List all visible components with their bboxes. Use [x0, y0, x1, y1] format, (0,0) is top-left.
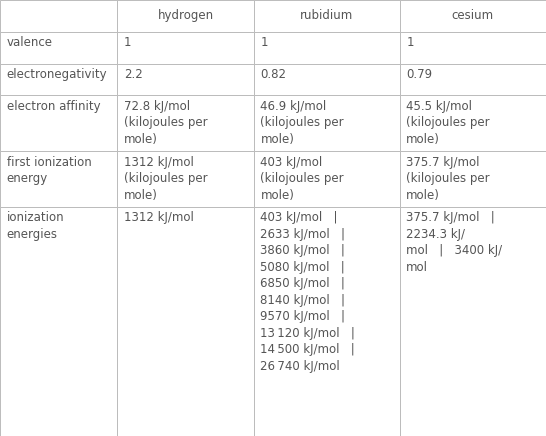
Bar	[0, 32, 117, 64]
Bar	[400, 95, 546, 151]
Text: 1: 1	[406, 36, 414, 49]
Bar	[254, 151, 400, 207]
Text: 2.2: 2.2	[124, 68, 143, 81]
Bar	[400, 207, 546, 436]
Text: 1312 kJ/mol: 1312 kJ/mol	[124, 211, 194, 225]
Bar	[0, 95, 117, 151]
Text: 0.82: 0.82	[260, 68, 287, 81]
Text: cesium: cesium	[452, 10, 494, 22]
Text: 375.7 kJ/mol   |
2234.3 kJ/
mol   |   3400 kJ/
mol: 375.7 kJ/mol | 2234.3 kJ/ mol | 3400 kJ/…	[406, 211, 502, 274]
Text: 46.9 kJ/mol
(kilojoules per
mole): 46.9 kJ/mol (kilojoules per mole)	[260, 100, 344, 146]
Bar	[117, 64, 254, 95]
Bar	[0, 0, 117, 32]
Bar	[400, 32, 546, 64]
Text: 45.5 kJ/mol
(kilojoules per
mole): 45.5 kJ/mol (kilojoules per mole)	[406, 100, 490, 146]
Text: 375.7 kJ/mol
(kilojoules per
mole): 375.7 kJ/mol (kilojoules per mole)	[406, 156, 490, 202]
Text: valence: valence	[7, 36, 52, 49]
Bar	[117, 0, 254, 32]
Bar	[254, 32, 400, 64]
Bar	[0, 151, 117, 207]
Text: electron affinity: electron affinity	[7, 100, 100, 113]
Text: hydrogen: hydrogen	[158, 10, 213, 22]
Text: 1312 kJ/mol
(kilojoules per
mole): 1312 kJ/mol (kilojoules per mole)	[124, 156, 207, 202]
Text: 403 kJ/mol
(kilojoules per
mole): 403 kJ/mol (kilojoules per mole)	[260, 156, 344, 202]
Bar	[254, 207, 400, 436]
Bar	[254, 64, 400, 95]
Text: 72.8 kJ/mol
(kilojoules per
mole): 72.8 kJ/mol (kilojoules per mole)	[124, 100, 207, 146]
Bar	[0, 207, 117, 436]
Text: 1: 1	[260, 36, 268, 49]
Text: 0.79: 0.79	[406, 68, 432, 81]
Bar	[254, 0, 400, 32]
Text: 1: 1	[124, 36, 132, 49]
Bar	[117, 151, 254, 207]
Bar	[400, 0, 546, 32]
Text: electronegativity: electronegativity	[7, 68, 107, 81]
Bar	[254, 95, 400, 151]
Text: ionization
energies: ionization energies	[7, 211, 64, 241]
Bar	[117, 95, 254, 151]
Bar	[400, 64, 546, 95]
Bar	[117, 32, 254, 64]
Bar	[0, 64, 117, 95]
Text: rubidium: rubidium	[300, 10, 353, 22]
Text: first ionization
energy: first ionization energy	[7, 156, 91, 185]
Bar	[117, 207, 254, 436]
Text: 403 kJ/mol   |
2633 kJ/mol   |
3860 kJ/mol   |
5080 kJ/mol   |
6850 kJ/mol   |
8: 403 kJ/mol | 2633 kJ/mol | 3860 kJ/mol |…	[260, 211, 355, 373]
Bar	[400, 151, 546, 207]
